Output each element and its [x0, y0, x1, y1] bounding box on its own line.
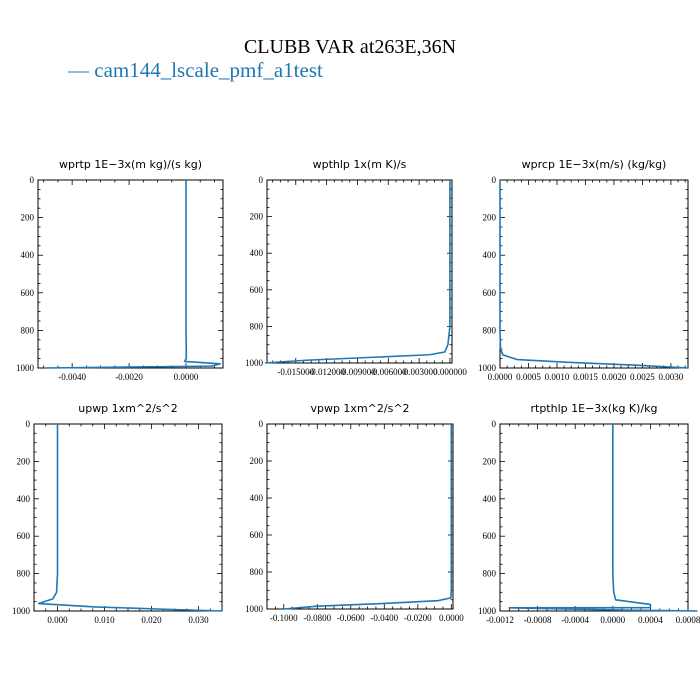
- x-tick-label: -0.0200: [404, 613, 432, 623]
- legend-label: cam144_lscale_pmf_a1test: [94, 58, 323, 82]
- x-tick-label: 0.000: [47, 615, 68, 625]
- chart-panel-2: wpthlp 1x(m K)/s 0 200 400 600 800 1000 -0.0150…: [245, 158, 467, 377]
- x-tick-label: -0.0020: [115, 372, 143, 382]
- x-tick-label: 0.020: [141, 615, 162, 625]
- legend-line-icon: —: [68, 58, 89, 82]
- x-tick-label: 0.030: [188, 615, 209, 625]
- x-tick-label: -0.0800: [303, 613, 331, 623]
- x-tick-label: 0.000000: [433, 367, 467, 377]
- y-tick-label: 1000: [12, 606, 31, 616]
- panel-title: wprtp 1E−3x(m kg)/(s kg): [59, 158, 202, 171]
- x-tick-label: -0.009000: [339, 367, 376, 377]
- y-tick-label: 400: [483, 250, 497, 260]
- y-tick-label: 0: [492, 419, 497, 429]
- y-tick-label: 200: [21, 213, 35, 223]
- y-tick-label: 800: [250, 321, 264, 331]
- x-tick-label: -0.0012: [486, 615, 514, 625]
- x-tick-label: 0.0010: [545, 372, 570, 382]
- y-tick-label: 400: [483, 494, 497, 504]
- chart-panel-6: rtpthlp 1E−3x(kg K)/kg02004006008001000-…: [478, 402, 700, 625]
- x-tick-label: -0.0040: [58, 372, 86, 382]
- x-tick-label: 0.0000: [439, 613, 464, 623]
- x-tick-label: -0.003000: [401, 367, 438, 377]
- y-tick-label: 200: [483, 456, 497, 466]
- y-tick-label: 200: [250, 456, 264, 466]
- series-line: [37, 424, 223, 612]
- y-tick-label: 600: [250, 530, 264, 540]
- y-tick-label: 800: [483, 325, 497, 335]
- y-tick-label: 800: [17, 569, 31, 579]
- panel-title: wprcp 1E−3x(m/s) (kg/kg): [522, 158, 667, 171]
- series-line: [43, 180, 221, 369]
- x-tick-label: -0.006000: [370, 367, 407, 377]
- panel-title: upwp 1xm^2/s^2: [78, 402, 178, 415]
- x-tick-label: 0.0008: [676, 615, 700, 625]
- x-tick-label: -0.012000: [308, 367, 345, 377]
- y-tick-label: 400: [250, 493, 264, 503]
- y-tick-label: 1000: [245, 604, 264, 614]
- x-tick-label: 0.0000: [488, 372, 513, 382]
- chart-panel-3: wprcp 1E−3x(m/s) (kg/kg) 0 200 400 600 800 100…: [478, 158, 689, 382]
- plot-frame: [266, 179, 453, 364]
- y-tick-label: 400: [250, 248, 264, 258]
- x-tick-label: 0.0004: [638, 615, 663, 625]
- series-line: [264, 180, 451, 364]
- panel-title: vpwp 1xm^2/s^2: [310, 402, 409, 415]
- y-tick-label: 600: [483, 531, 497, 541]
- plot-frame: [266, 423, 454, 610]
- x-tick-label: 0.0030: [659, 372, 684, 382]
- y-tick-label: 200: [17, 456, 31, 466]
- chart-panel-1: wprtp 1E−3x(m kg)/(s kg) 0 200 400 600 800 100…: [16, 158, 224, 382]
- plot-frame: [37, 179, 224, 369]
- y-tick-label: 600: [21, 288, 35, 298]
- x-tick-label: -0.1000: [270, 613, 298, 623]
- y-tick-label: 600: [17, 531, 31, 541]
- series-line: [508, 424, 698, 612]
- panel-title: wpthlp 1x(m K)/s: [313, 158, 407, 171]
- y-tick-label: 1000: [16, 363, 35, 373]
- x-tick-label: -0.0008: [524, 615, 552, 625]
- legend: — cam144_lscale_pmf_a1test: [68, 58, 323, 83]
- x-tick-label: 0.0020: [602, 372, 627, 382]
- panel-title: rtpthlp 1E−3x(kg K)/kg: [530, 402, 657, 415]
- x-tick-label: -0.0004: [561, 615, 589, 625]
- y-tick-label: 0: [259, 419, 264, 429]
- y-tick-label: 0: [492, 175, 497, 185]
- x-tick-label: 0.0025: [630, 372, 655, 382]
- series-line: [499, 180, 689, 369]
- x-tick-label: 0.010: [94, 615, 115, 625]
- x-tick-label: 0.0015: [573, 372, 598, 382]
- x-tick-label: -0.015000: [277, 367, 314, 377]
- y-tick-label: 400: [17, 494, 31, 504]
- y-tick-label: 200: [483, 213, 497, 223]
- series-line: [283, 424, 453, 610]
- y-tick-label: 800: [483, 569, 497, 579]
- y-tick-label: 400: [21, 250, 35, 260]
- y-tick-label: 1000: [245, 358, 264, 368]
- y-tick-label: 600: [483, 288, 497, 298]
- x-tick-label: -0.0600: [337, 613, 365, 623]
- x-tick-label: 0.0005: [516, 372, 541, 382]
- x-tick-label: 0.0000: [174, 372, 199, 382]
- plot-frame: [499, 179, 689, 369]
- chart-panel-5: vpwp 1xm^2/s^2 0 200 400 600 800 1000 -0.1000 -0…: [245, 402, 464, 623]
- x-tick-label: -0.0400: [370, 613, 398, 623]
- y-tick-label: 0: [259, 175, 264, 185]
- y-tick-label: 0: [26, 419, 31, 429]
- y-tick-label: 0: [30, 175, 35, 185]
- plot-frame: [33, 423, 223, 612]
- page-title: CLUBB VAR at263E,36N: [243, 36, 457, 58]
- chart-panel-4: upwp 1xm^2/s^2 0 200 400 600 800 1000 0.000 0.01…: [12, 402, 223, 625]
- y-tick-label: 1000: [478, 363, 497, 373]
- y-tick-label: 800: [21, 325, 35, 335]
- y-tick-label: 600: [250, 285, 264, 295]
- y-tick-label: 1000: [478, 606, 497, 616]
- plot-frame: [499, 423, 689, 612]
- x-tick-label: 0.0000: [600, 615, 625, 625]
- y-tick-label: 800: [250, 567, 264, 577]
- y-tick-label: 200: [250, 212, 264, 222]
